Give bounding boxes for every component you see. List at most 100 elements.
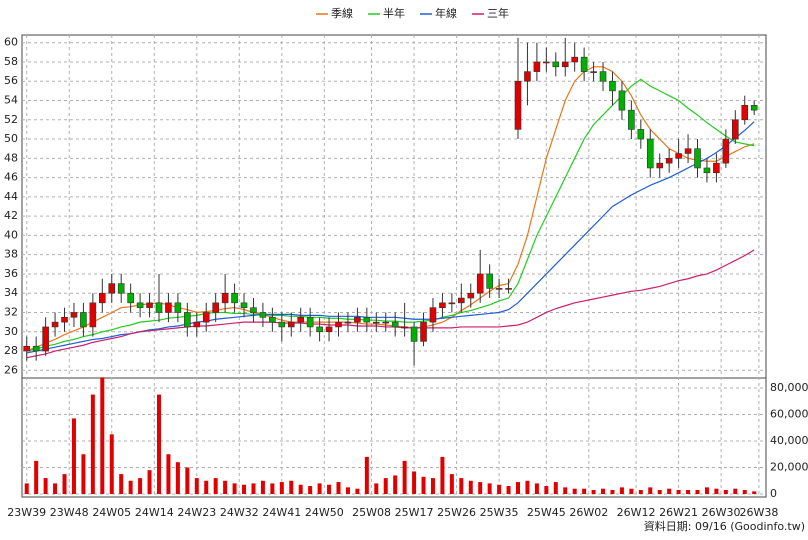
candle-body bbox=[344, 321, 352, 324]
ma-line bbox=[26, 121, 755, 354]
candle-body bbox=[99, 292, 106, 304]
volume-bar bbox=[525, 480, 530, 494]
volume-bar bbox=[317, 483, 322, 494]
candle-body bbox=[694, 148, 701, 169]
volume-bar bbox=[610, 490, 615, 494]
volume-bar bbox=[733, 488, 738, 494]
volume-bar bbox=[516, 482, 520, 494]
candle-body bbox=[599, 71, 607, 82]
candle-body bbox=[117, 283, 125, 294]
x-tick-label: 23W39 bbox=[7, 506, 46, 519]
y-tick-label: 28 bbox=[4, 344, 18, 357]
volume-bar bbox=[714, 488, 719, 494]
volume-bar bbox=[752, 491, 757, 494]
candle-body bbox=[675, 153, 682, 159]
volume-bar bbox=[223, 480, 228, 494]
volume-bar bbox=[242, 484, 247, 494]
volume-bar bbox=[563, 487, 568, 494]
candle-body bbox=[259, 312, 267, 318]
candle-body bbox=[524, 71, 531, 82]
volume-bar bbox=[421, 476, 426, 494]
legend-label: 半年 bbox=[383, 6, 405, 20]
volume-bar bbox=[166, 454, 171, 494]
volume-bar bbox=[34, 460, 39, 494]
candle-body bbox=[146, 302, 153, 308]
candle-body bbox=[646, 138, 654, 169]
volume-bar bbox=[506, 486, 511, 494]
candle-body bbox=[731, 119, 739, 140]
candle-body bbox=[23, 345, 31, 352]
candle-body bbox=[363, 317, 371, 323]
candle-body bbox=[372, 321, 380, 324]
volume-bar bbox=[704, 487, 709, 494]
x-tick-label: 25W17 bbox=[395, 506, 434, 519]
candle-body bbox=[505, 288, 512, 290]
candle-body bbox=[174, 302, 182, 313]
volume-bar bbox=[648, 487, 653, 494]
volume-bar bbox=[629, 488, 634, 494]
candle-body bbox=[750, 105, 758, 111]
volume-bar bbox=[194, 478, 199, 494]
volume-bar bbox=[582, 488, 587, 494]
x-tick-label: 25W08 bbox=[352, 506, 391, 519]
volume-bar bbox=[723, 490, 728, 494]
x-tick-label: 25W26 bbox=[437, 506, 476, 519]
volume-bar bbox=[667, 488, 672, 494]
candle-body bbox=[70, 312, 78, 318]
volume-bar bbox=[497, 484, 502, 494]
candle-body bbox=[155, 302, 163, 313]
volume-bar bbox=[440, 456, 445, 494]
volume-bar bbox=[686, 490, 691, 494]
volume-bar bbox=[53, 483, 58, 494]
y-tick-label: 58 bbox=[4, 55, 18, 68]
volume-bar bbox=[676, 490, 681, 494]
candle-body bbox=[325, 326, 333, 333]
candle-body bbox=[561, 61, 569, 68]
candle-body bbox=[391, 321, 399, 328]
candle-body bbox=[335, 321, 342, 328]
y-tick-label: 40 bbox=[4, 228, 18, 241]
volume-bar bbox=[553, 482, 558, 494]
candle-body bbox=[476, 273, 484, 294]
volume-bar bbox=[374, 483, 379, 494]
volume-bar bbox=[232, 483, 237, 494]
volume-bar bbox=[147, 470, 152, 494]
candle-body bbox=[108, 283, 116, 294]
candle-body bbox=[703, 167, 711, 174]
candle-body bbox=[202, 312, 210, 323]
x-tick-label: 26W02 bbox=[569, 506, 608, 519]
candle-body bbox=[486, 273, 493, 289]
y-tick-label: 42 bbox=[4, 209, 18, 222]
ma-line bbox=[26, 249, 755, 359]
y-tick-label: 30 bbox=[4, 325, 18, 338]
candle-body bbox=[609, 80, 616, 92]
x-tick-label: 26W38 bbox=[739, 506, 778, 519]
volume-bar bbox=[204, 480, 209, 494]
volume-bar bbox=[487, 483, 492, 494]
candle-body bbox=[184, 312, 191, 328]
x-tick-label: 26W12 bbox=[617, 506, 656, 519]
volume-bar bbox=[119, 474, 124, 494]
volume-bar bbox=[109, 434, 114, 494]
x-tick-label: 24W41 bbox=[262, 506, 301, 519]
candle-body bbox=[467, 292, 475, 299]
volume-bar bbox=[185, 467, 190, 494]
y-tick-label: 48 bbox=[4, 151, 18, 164]
candle-body bbox=[32, 345, 40, 352]
candle-body bbox=[543, 61, 550, 64]
y2-tick-label: 60,000 bbox=[770, 407, 808, 420]
candle-body bbox=[495, 288, 503, 290]
volume-bar bbox=[449, 474, 454, 494]
x-tick-label: 25W35 bbox=[480, 506, 519, 519]
candle-body bbox=[552, 61, 560, 68]
candle-body bbox=[410, 326, 418, 342]
candle-body bbox=[231, 292, 238, 304]
candle-body bbox=[127, 292, 134, 304]
volume-bar bbox=[62, 474, 67, 494]
candle-body bbox=[221, 292, 229, 304]
volume-bar bbox=[402, 460, 407, 494]
volume-bar bbox=[138, 478, 143, 494]
volume-bar bbox=[308, 486, 313, 494]
candle-body bbox=[278, 321, 286, 328]
